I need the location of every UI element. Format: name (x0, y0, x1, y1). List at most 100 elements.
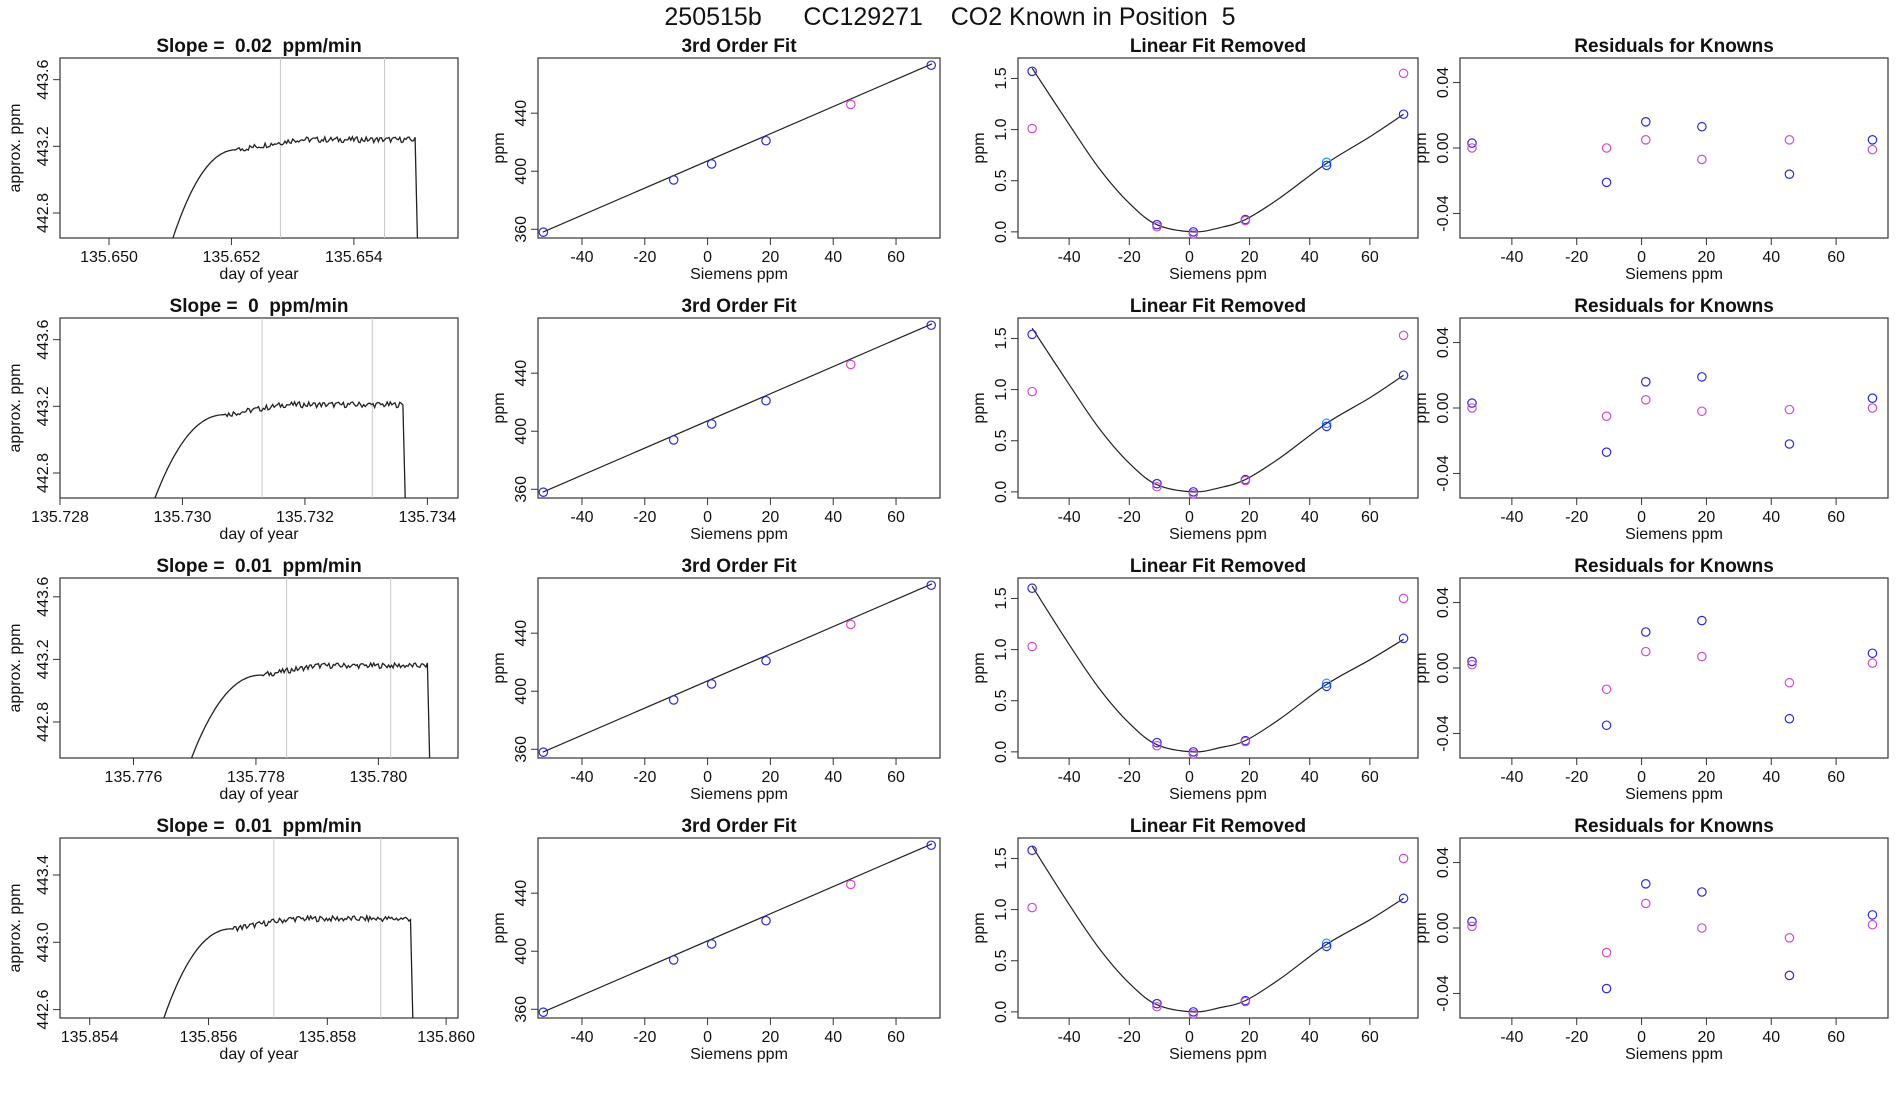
data-point (1640, 395, 1651, 405)
data-point (1867, 144, 1878, 155)
y-tick-label: 0.0 (993, 1001, 1010, 1023)
y-axis-label: approx. ppm (7, 104, 24, 193)
x-tick-label: 40 (824, 769, 842, 786)
data-point (1398, 633, 1409, 644)
y-tick-label: 440 (513, 100, 530, 127)
time-series-line (190, 661, 431, 758)
data-point (1640, 377, 1651, 387)
data-point (1321, 681, 1332, 692)
y-tick-label: 440 (513, 360, 530, 387)
data-point (1697, 615, 1707, 626)
data-point (1152, 481, 1162, 492)
x-tick-label: 40 (1301, 1029, 1319, 1046)
data-point (1027, 66, 1037, 77)
x-tick-label: 0 (1637, 509, 1646, 526)
data-point (1027, 386, 1037, 397)
x-tick-label: 135.652 (203, 249, 261, 266)
data-point (1784, 404, 1795, 415)
x-axis-label: day of year (219, 526, 299, 543)
data-point (1321, 678, 1332, 689)
panel-title: Slope = 0.01 ppm/min (156, 816, 361, 837)
data-point (1188, 749, 1199, 759)
y-axis-label: ppm (491, 652, 508, 683)
data-point (1697, 406, 1707, 417)
data-point (1784, 169, 1795, 179)
y-tick-label: 443.4 (35, 855, 52, 895)
plot-frame (1459, 57, 1889, 239)
y-axis-label: ppm (1413, 392, 1430, 423)
data-point (1467, 659, 1477, 670)
y-axis-label: approx. ppm (7, 884, 24, 973)
x-axis-label: day of year (219, 266, 299, 283)
x-tick-label: 20 (1698, 509, 1716, 526)
x-tick-label: 0 (703, 249, 712, 266)
data-point (1697, 923, 1707, 933)
panel-title: 3rd Order Fit (681, 296, 797, 317)
data-point (1152, 737, 1162, 748)
x-tick-label: 60 (1827, 1029, 1845, 1046)
y-axis-label: ppm (971, 132, 988, 163)
panel-r4c1: Slope = 0.01 ppm/min 135.854 135.856 135.85… (7, 816, 475, 1063)
plot-frame (1017, 577, 1419, 759)
data-point (1398, 330, 1409, 341)
x-axis-label: Siemens ppm (1625, 1046, 1723, 1063)
plot-area (163, 838, 414, 1018)
y-tick-label: 442.8 (35, 702, 52, 742)
data-point (1640, 135, 1651, 145)
x-tick-label: -40 (1058, 249, 1081, 266)
y-tick-label: 1.5 (993, 327, 1010, 349)
plot-frame (1017, 57, 1419, 239)
y-tick-label: 400 (513, 678, 530, 705)
x-tick-label: -40 (1058, 509, 1081, 526)
data-point (706, 679, 717, 689)
panel-title: Slope = 0 ppm/min (170, 296, 349, 317)
data-point (1240, 215, 1251, 226)
data-point (1867, 135, 1878, 145)
data-point (668, 175, 679, 185)
plot-area (1031, 845, 1404, 1013)
plot-frame (1459, 577, 1889, 759)
x-tick-label: -20 (1565, 769, 1588, 786)
data-point (1697, 372, 1707, 382)
plot-frame (537, 57, 941, 239)
x-tick-label: 135.732 (276, 509, 334, 526)
data-point (1601, 684, 1612, 695)
x-tick-label: 20 (762, 509, 780, 526)
x-tick-label: 20 (1241, 509, 1259, 526)
y-tick-label: 360 (513, 996, 530, 1023)
data-point (1601, 983, 1612, 994)
y-tick-label: -0.04 (1435, 715, 1452, 752)
fit-curve (1031, 67, 1404, 233)
data-point (1398, 593, 1409, 604)
x-tick-label: 135.650 (80, 249, 138, 266)
y-axis-label: approx. ppm (7, 364, 24, 453)
data-point (926, 580, 937, 591)
data-point (1152, 998, 1162, 1009)
x-tick-label: 135.654 (325, 249, 383, 266)
x-tick-label: 40 (824, 509, 842, 526)
x-tick-label: 60 (1827, 509, 1845, 526)
y-axis-label: ppm (491, 132, 508, 163)
panel-r4c3: Linear Fit Removed -40 -20 0 20 40 60 0.0 0.5 1.0… (971, 816, 1419, 1063)
data-point (1398, 109, 1409, 120)
data-point (1188, 229, 1199, 239)
data-point (1027, 123, 1037, 134)
plot-area (154, 318, 406, 498)
y-tick-label: 0.0 (993, 221, 1010, 243)
data-point (706, 419, 717, 429)
y-axis-label: approx. ppm (7, 624, 24, 713)
data-point (1321, 160, 1332, 171)
x-tick-label: 135.776 (105, 769, 163, 786)
x-tick-label: 20 (762, 1029, 780, 1046)
data-point (1467, 921, 1477, 932)
x-tick-label: -20 (1565, 1029, 1588, 1046)
panel-title: Residuals for Knowns (1574, 36, 1774, 57)
x-axis-label: Siemens ppm (690, 1046, 788, 1063)
x-tick-label: -20 (1118, 1029, 1141, 1046)
x-tick-label: 20 (1698, 1029, 1716, 1046)
data-point (1697, 887, 1707, 897)
data-point (668, 955, 679, 965)
data-point (1640, 646, 1651, 657)
plot-area (542, 583, 933, 753)
x-axis-label: Siemens ppm (690, 266, 788, 283)
